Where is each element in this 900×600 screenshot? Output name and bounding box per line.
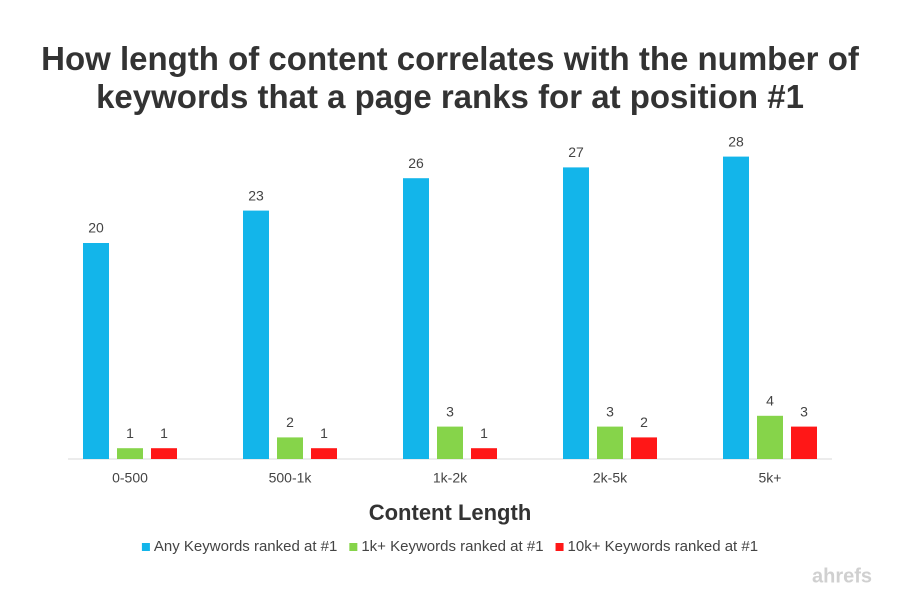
value-label: 1	[480, 425, 488, 441]
x-axis-title: Content Length	[369, 500, 532, 525]
chart-title: How length of content correlates with th…	[41, 40, 859, 115]
bar	[277, 437, 303, 459]
value-label: 4	[766, 393, 774, 409]
value-label: 2	[640, 414, 648, 430]
bar	[403, 178, 429, 459]
bar	[243, 210, 269, 459]
x-tick-label: 0-500	[112, 470, 148, 486]
value-label: 26	[408, 155, 424, 171]
value-label: 2	[286, 414, 294, 430]
legend-label: 10k+ Keywords ranked at #1	[568, 538, 759, 555]
value-label: 1	[160, 425, 168, 441]
bar	[631, 437, 657, 459]
bar	[437, 426, 463, 459]
legend-swatch	[141, 543, 150, 551]
x-tick-label: 1k-2k	[433, 470, 468, 486]
bar	[117, 448, 143, 459]
bar	[597, 426, 623, 459]
value-label: 23	[248, 187, 264, 203]
value-label: 1	[320, 425, 328, 441]
bar	[723, 156, 749, 459]
value-label: 27	[568, 144, 584, 160]
value-label: 20	[88, 220, 104, 236]
bar	[311, 448, 337, 459]
value-label: 3	[800, 403, 808, 419]
x-tick-label: 2k-5k	[593, 470, 628, 486]
bar	[757, 415, 783, 459]
bar	[791, 426, 817, 459]
watermark: ahrefs	[812, 565, 872, 587]
value-label: 3	[606, 403, 614, 419]
bar	[471, 448, 497, 459]
legend-swatch	[349, 543, 358, 551]
value-label: 28	[728, 133, 744, 149]
x-tick-label: 500-1k	[269, 470, 313, 486]
legend-label: Any Keywords ranked at #1	[154, 538, 337, 555]
value-label: 3	[446, 403, 454, 419]
bar	[563, 167, 589, 459]
legend-label: 1k+ Keywords ranked at #1	[361, 538, 543, 555]
legend-swatch	[555, 543, 564, 551]
value-label: 1	[126, 425, 134, 441]
x-tick-label: 5k+	[759, 470, 782, 486]
bar	[83, 243, 109, 459]
bar	[151, 448, 177, 459]
